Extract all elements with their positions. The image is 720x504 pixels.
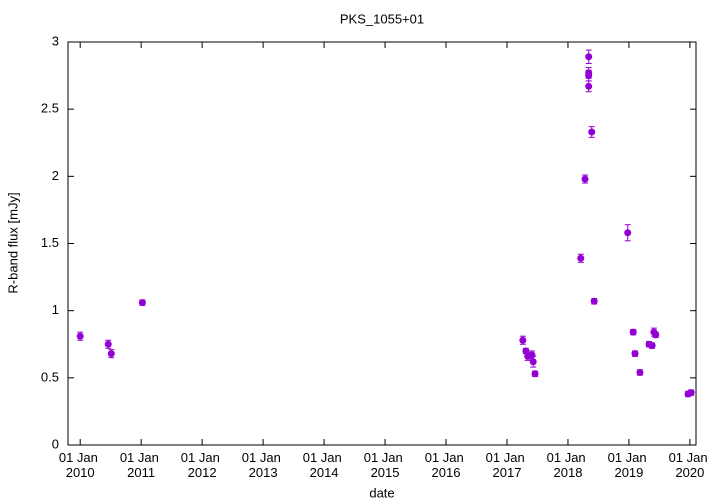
- data-point: [648, 342, 656, 350]
- x-tick-label: 01 Jan 2020: [669, 450, 712, 480]
- x-tick-label: 01 Jan 2011: [120, 450, 163, 480]
- data-point: [531, 370, 539, 378]
- data-point: [76, 332, 84, 340]
- x-tick-label: 01 Jan 2010: [59, 450, 102, 480]
- x-tick-label: 01 Jan 2016: [425, 450, 468, 480]
- y-tick-label: 2: [52, 168, 59, 183]
- y-tick-label: 1: [52, 302, 59, 317]
- x-tick-label: 01 Jan 2015: [364, 450, 407, 480]
- data-point: [636, 368, 644, 376]
- x-tick-label: 01 Jan 2013: [242, 450, 285, 480]
- y-tick-label: 3: [52, 33, 59, 48]
- data-point: [577, 254, 585, 262]
- y-tick-label: 0.5: [41, 369, 59, 384]
- data-point: [585, 53, 593, 61]
- x-tick-label: 01 Jan 2012: [181, 450, 224, 480]
- x-axis-label: date: [369, 485, 394, 500]
- x-tick-label: 01 Jan 2017: [486, 450, 529, 480]
- y-tick-label: 1.5: [41, 235, 59, 250]
- data-point: [588, 128, 596, 136]
- x-tick-label: 01 Jan 2014: [303, 450, 346, 480]
- data-point: [104, 340, 112, 348]
- data-point: [629, 328, 637, 336]
- data-point: [652, 331, 660, 339]
- data-point: [590, 297, 598, 305]
- y-tick-label: 2.5: [41, 101, 59, 116]
- y-axis-label: R-band flux [mJy]: [5, 192, 20, 293]
- data-point: [687, 389, 695, 397]
- data-point: [528, 351, 536, 359]
- data-point: [107, 350, 115, 358]
- data-point: [624, 229, 632, 237]
- data-point: [581, 175, 589, 183]
- y-tick-label: 0: [52, 436, 59, 451]
- data-point: [138, 299, 146, 307]
- x-tick-label: 01 Jan 2018: [547, 450, 590, 480]
- data-point: [585, 82, 593, 90]
- data-point: [529, 358, 537, 366]
- data-point: [631, 350, 639, 358]
- chart-title: PKS_1055+01: [340, 11, 424, 26]
- data-point: [585, 69, 593, 77]
- x-tick-label: 01 Jan 2019: [608, 450, 651, 480]
- data-point: [519, 336, 527, 344]
